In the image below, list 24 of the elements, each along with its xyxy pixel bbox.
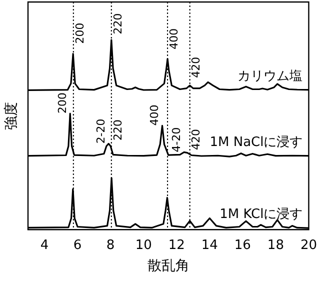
x-tick-label: 10 [135,238,152,253]
series-label: 1M KClに浸す [220,207,303,222]
y-axis-title: 強度 [4,102,20,130]
x-axis-title: 散乱角 [147,258,190,274]
annotation: 200 [56,92,69,114]
x-tick-label: 20 [300,238,317,253]
annotation: 400 [167,28,180,50]
x-tick-label: 18 [267,238,284,253]
annotation: 400 [148,104,162,126]
annotation: 220 [111,13,124,34]
annotation: 220 [111,119,124,140]
x-tick-label: 14 [201,238,218,253]
annotation: 420 [190,128,203,150]
x-tick-label: 6 [73,238,82,253]
x-tick-label: 4 [40,238,49,253]
annotation: 200 [73,22,86,44]
annotation: 420 [190,56,203,78]
series-label: カリウム塩 [238,68,303,84]
series-label: 1M NaClに浸す [210,134,303,150]
x-tick-label: 12 [168,238,185,253]
x-tick-label: 8 [106,238,115,253]
x-tick-label: 16 [234,238,251,253]
annotation: 4-20 [170,127,183,152]
annotation: 2-20 [94,118,108,144]
